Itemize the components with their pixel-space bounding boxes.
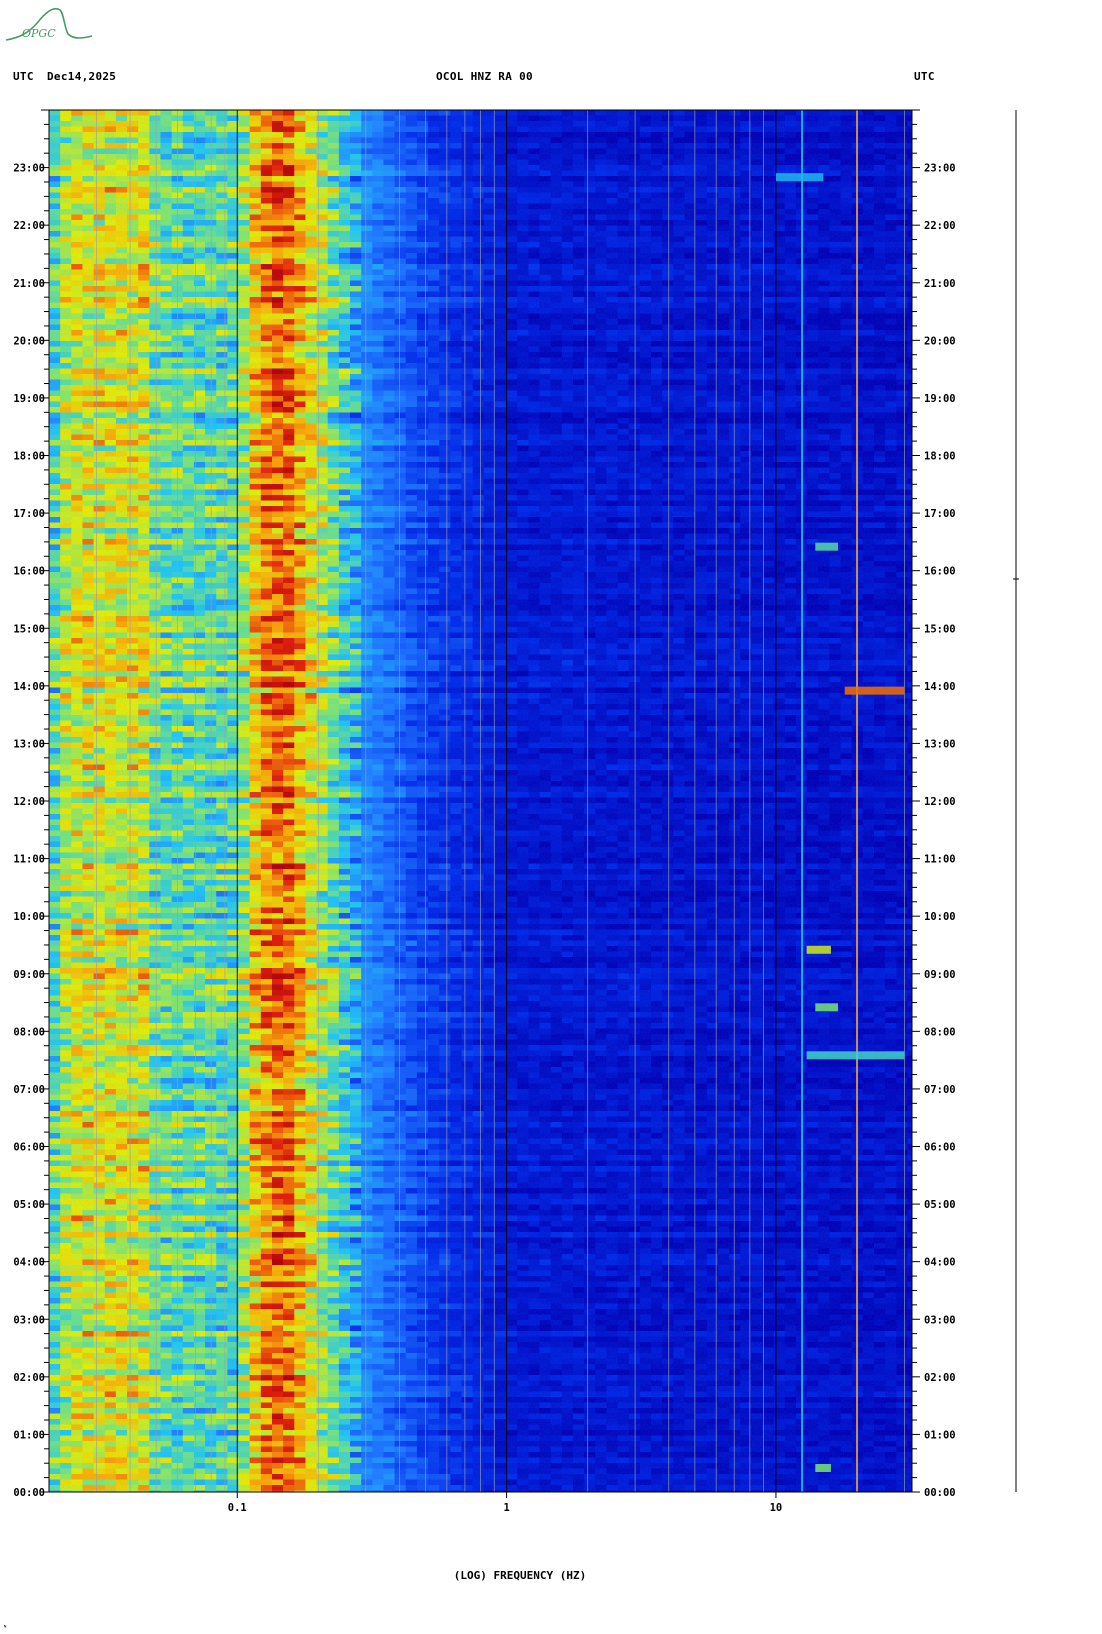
logo-text: OPGC xyxy=(22,27,56,40)
opgc-logo xyxy=(5,7,93,41)
left-timezone-label: UTC xyxy=(13,70,34,83)
station-title: OCOL HNZ RA 00 xyxy=(436,70,533,83)
right-timezone-label: UTC xyxy=(914,70,935,83)
date-label: Dec14,2025 xyxy=(47,70,117,83)
